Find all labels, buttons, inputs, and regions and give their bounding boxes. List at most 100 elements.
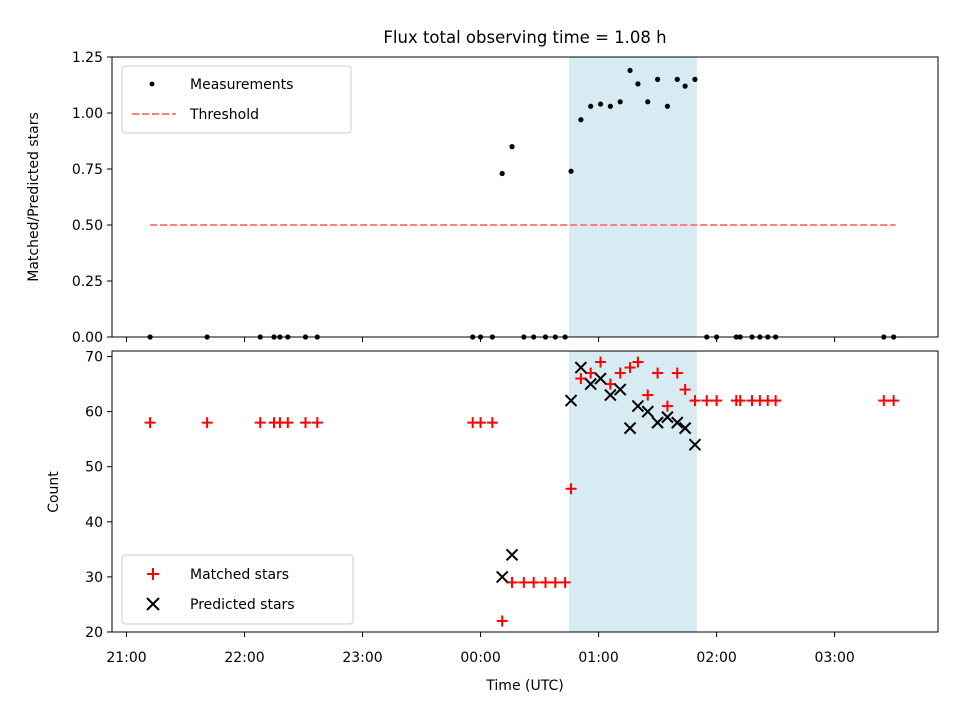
y-tick-label: 30 xyxy=(85,570,103,586)
y-tick-label: 1.25 xyxy=(72,50,103,66)
predicted-star-point xyxy=(604,388,617,402)
predicted-star-point xyxy=(623,421,637,435)
matched-star-point xyxy=(496,615,508,627)
predicted-star-point xyxy=(584,377,597,391)
predicted-star-point xyxy=(614,383,627,396)
measurement-point xyxy=(597,101,604,107)
measurement-point xyxy=(607,103,613,109)
matched-star-point xyxy=(486,417,498,429)
y-tick-label: 0.25 xyxy=(72,274,103,290)
matched-star-point xyxy=(614,367,626,379)
top-plot-frame xyxy=(111,56,939,338)
legend-measurements-marker xyxy=(149,81,155,87)
legend-predicted-marker xyxy=(146,597,160,611)
bottom-highlight-span xyxy=(569,351,697,632)
matched-star-point xyxy=(595,356,607,368)
bottom-y-axis: 20 30 40 50 60 70 xyxy=(85,350,112,641)
matched-star-point xyxy=(299,417,311,429)
y-tick-label: 1.00 xyxy=(72,106,103,122)
measurement-point xyxy=(588,103,594,109)
top-highlight-span xyxy=(569,57,697,337)
matched-star-point xyxy=(878,395,890,407)
y-tick-label: 70 xyxy=(85,350,103,366)
measurement-point xyxy=(692,76,698,82)
measurement-point xyxy=(499,170,505,177)
matched-star-point xyxy=(475,417,487,429)
predicted-star-point xyxy=(594,372,607,385)
predicted-star-point xyxy=(661,410,674,424)
predicted-star-point xyxy=(671,416,684,429)
measurement-point xyxy=(635,81,641,87)
predicted-star-point xyxy=(505,548,519,562)
bottom-y-axis-label: Count xyxy=(46,471,62,513)
legend-predicted-label: Predicted stars xyxy=(190,597,295,613)
x-axis-label: Time (UTC) xyxy=(485,678,563,694)
y-tick-label: 40 xyxy=(85,515,103,531)
predicted-star-point xyxy=(564,394,578,407)
matched-star-point xyxy=(701,395,713,407)
x-tick-label: 00:00 xyxy=(460,650,500,666)
y-tick-label: 60 xyxy=(85,405,103,421)
matched-star-point xyxy=(254,417,266,429)
top-legend: Measurements Threshold xyxy=(121,65,352,134)
measurement-point xyxy=(674,76,680,82)
matched-star-point xyxy=(201,417,213,429)
matched-star-point xyxy=(585,367,597,379)
measurement-point xyxy=(578,117,584,123)
chart-title: Flux total observing time = 1.08 h xyxy=(383,28,666,47)
matched-star-point xyxy=(565,483,577,495)
predicted-star-point xyxy=(495,570,509,584)
matched-star-point xyxy=(282,417,294,429)
matched-star-point xyxy=(144,417,156,429)
matched-star-point xyxy=(679,384,691,396)
predicted-star-point xyxy=(678,421,692,435)
matched-star-point xyxy=(311,417,323,429)
x-tick-label: 03:00 xyxy=(814,650,854,666)
y-tick-label: 0.50 xyxy=(72,218,103,234)
predicted-star-point xyxy=(574,361,588,374)
predicted-star-point xyxy=(651,416,664,429)
matched-star-point xyxy=(549,576,561,588)
measurement-point xyxy=(509,144,515,150)
matched-star-point xyxy=(711,395,723,407)
top-y-axis: 0.00 0.25 0.50 0.75 1.00 1.25 xyxy=(72,50,112,346)
matched-star-point xyxy=(734,395,746,407)
x-tick-label: 01:00 xyxy=(578,650,618,666)
matched-star-point xyxy=(770,395,782,407)
matched-star-point xyxy=(661,400,673,412)
predicted-star-point xyxy=(641,405,654,418)
top-panel: 0.00 0.25 0.50 0.75 1.00 1.25 Matched/Predict… xyxy=(26,50,939,346)
x-tick-label: 02:00 xyxy=(696,650,736,666)
matched-star-point xyxy=(671,367,683,379)
matched-star-point xyxy=(624,362,636,374)
matched-star-point xyxy=(888,395,900,407)
legend-measurements-label: Measurements xyxy=(190,77,293,93)
legend-matched-marker xyxy=(147,568,159,580)
x-tick-label: 21:00 xyxy=(106,650,146,666)
measurement-point xyxy=(664,103,671,109)
measurement-point xyxy=(568,168,574,174)
y-tick-label: 0.75 xyxy=(72,162,103,178)
x-tick-label: 22:00 xyxy=(224,650,264,666)
x-tick-label: 23:00 xyxy=(342,650,382,666)
measurement-point xyxy=(682,83,688,89)
matched-star-point xyxy=(559,576,571,588)
predicted-star-point xyxy=(631,399,645,413)
matched-star-point xyxy=(632,356,644,368)
bottom-panel: 20 30 40 50 60 70 21:00 22:00 23:00 00:00 01:00 02… xyxy=(46,350,939,694)
bottom-plot-frame xyxy=(111,350,939,633)
matched-star-point xyxy=(539,576,551,588)
matched-star-point xyxy=(642,389,654,401)
measurement-point xyxy=(654,76,661,82)
legend-threshold-label: Threshold xyxy=(189,107,259,123)
matched-star-point xyxy=(689,395,701,407)
y-tick-label: 50 xyxy=(85,460,103,476)
measurement-point xyxy=(617,99,623,105)
y-tick-label: 0.00 xyxy=(72,330,103,346)
y-tick-label: 20 xyxy=(85,625,103,641)
predicted-star-point xyxy=(688,438,702,451)
matched-star-point xyxy=(528,576,540,588)
matched-star-point xyxy=(518,576,530,588)
matched-star-point xyxy=(575,373,587,385)
